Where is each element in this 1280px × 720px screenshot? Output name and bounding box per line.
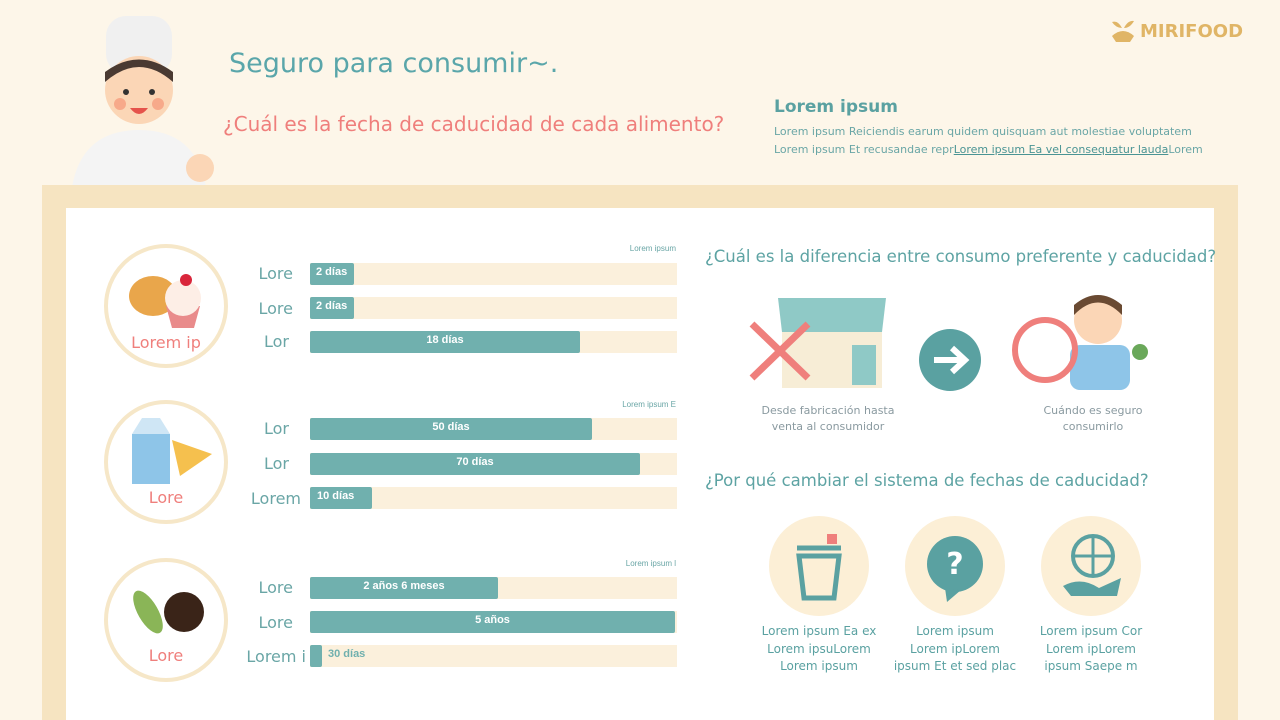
question: ¿Cuál es la fecha de caducidad de cada a… xyxy=(223,112,725,136)
row-label: Lore xyxy=(258,578,294,597)
food-icon xyxy=(132,418,212,484)
bar-value: 2 días xyxy=(316,266,348,278)
caption-line: venta al consumidor xyxy=(771,420,885,433)
bar xyxy=(310,263,354,285)
group-label: Lore xyxy=(148,646,184,665)
bar-track: 30 días xyxy=(310,645,677,667)
row-label: Lore xyxy=(258,613,294,632)
bar-track: 70 días xyxy=(310,453,677,475)
row-label: Lorem xyxy=(250,489,301,508)
bar-track: 2 años 6 meses xyxy=(310,577,677,599)
bar xyxy=(310,487,372,509)
bar-value: 18 días xyxy=(426,334,464,346)
section-title: ¿Cuál es la diferencia entre consumo pre… xyxy=(705,247,1217,266)
bar-value: 50 días xyxy=(432,421,470,433)
food-icon xyxy=(133,590,204,634)
step-caption: Cuándo es seguro consumirlo xyxy=(1003,403,1183,435)
bar-value: 5 años xyxy=(475,614,510,626)
bar-track: 5 años xyxy=(310,611,677,633)
reason-line: Lorem ipsum Cor xyxy=(1039,624,1143,638)
reason-line: Lorem ipsuLorem xyxy=(767,641,871,656)
icon: ? xyxy=(927,536,983,602)
bar-value: 70 días xyxy=(456,456,494,468)
reason-icon: ? xyxy=(905,516,1005,616)
reason-text: Lorem ipsum Ea ex Lorem ipsuLorem Lorem ip… xyxy=(739,623,899,676)
info-text: Lorem xyxy=(1168,143,1203,156)
reason-text: Lorem ipsum Cor Lorem ipLorem ipsum Saepe … xyxy=(1011,623,1171,676)
food-circle xyxy=(104,558,228,682)
section-title: ¿Por qué cambiar el sistema de fechas de… xyxy=(705,471,1149,490)
row-label: Lore xyxy=(258,299,294,318)
food-circle xyxy=(104,400,228,524)
bar xyxy=(310,577,498,599)
reason-icon xyxy=(1041,516,1141,616)
row-label: Lorem i xyxy=(246,647,306,666)
group-note: Lorem ipsum xyxy=(629,244,676,253)
info-line: Lorem ipsum Reiciendis earum quidem quis… xyxy=(774,125,1192,138)
caption-line: consumirlo xyxy=(1062,420,1124,433)
title: Seguro para consumir~. xyxy=(229,48,559,79)
reason-text: Lorem ipsum Lorem ipLorem ipsum Et et sed … xyxy=(875,623,1035,676)
caption-line: Desde fabricación hasta xyxy=(761,404,895,417)
icon xyxy=(1063,534,1121,596)
bar-track: 50 días xyxy=(310,418,677,440)
reason-icon xyxy=(769,516,869,616)
group-note: Lorem ipsum E xyxy=(622,400,676,409)
bar-value: 2 años 6 meses xyxy=(363,580,445,592)
food-circle xyxy=(104,244,228,368)
bar-value: 2 días xyxy=(316,300,348,312)
bar xyxy=(310,453,640,475)
info-text: Lorem ipsum Et recusandae repr xyxy=(774,143,954,156)
bar xyxy=(310,611,675,633)
icon xyxy=(796,534,842,601)
reason-line: Lorem ipsum xyxy=(916,624,994,638)
reason-line: Lorem ipLorem xyxy=(910,641,1000,656)
bar xyxy=(310,331,580,353)
row-label: Lore xyxy=(258,264,294,283)
caption-line: Cuándo es seguro xyxy=(1043,404,1143,417)
info-title: Lorem ipsum xyxy=(774,97,898,117)
difference-illustration xyxy=(749,295,1148,391)
chef-illustration xyxy=(72,16,214,187)
bar xyxy=(310,418,592,440)
bar xyxy=(310,297,354,319)
group-label: Lorem ip xyxy=(131,333,201,352)
brand: MIRIFOOD xyxy=(1140,20,1244,42)
step-caption: Desde fabricación hasta venta al consumid… xyxy=(738,403,918,435)
bar xyxy=(310,645,322,667)
food-icon xyxy=(129,274,201,328)
reason-line: Lorem ipsum Ea ex xyxy=(761,624,877,638)
row-label: Lor xyxy=(264,454,289,473)
brand-logo: MIRIFOOD xyxy=(1110,18,1243,44)
row-label: Lor xyxy=(264,419,289,438)
reason-line: ipsum Et et sed plac xyxy=(893,659,1017,673)
info-line: Lorem ipsum Et recusandae reprLorem ipsu… xyxy=(774,143,1203,156)
row-label: Lor xyxy=(264,332,289,351)
logo-icon xyxy=(1112,20,1134,42)
bar-track: 10 días xyxy=(310,487,677,509)
bar-value: 10 días xyxy=(317,490,355,502)
bar-track: 18 días xyxy=(310,331,677,353)
reason-line: ipsum Saepe m xyxy=(1044,659,1138,673)
bar-value: 30 días xyxy=(328,648,366,660)
group-note: Lorem ipsum l xyxy=(625,559,676,568)
reason-line: Lorem ipsum xyxy=(780,659,858,673)
group-label: Lore xyxy=(148,488,184,507)
reason-line: Lorem ipLorem xyxy=(1046,641,1136,656)
info-link: Lorem ipsum Ea vel consequatur lauda xyxy=(953,143,1169,156)
bar-track: 2 días xyxy=(310,263,677,285)
bar-track: 2 días xyxy=(310,297,677,319)
icon-glyph: ? xyxy=(946,547,963,582)
